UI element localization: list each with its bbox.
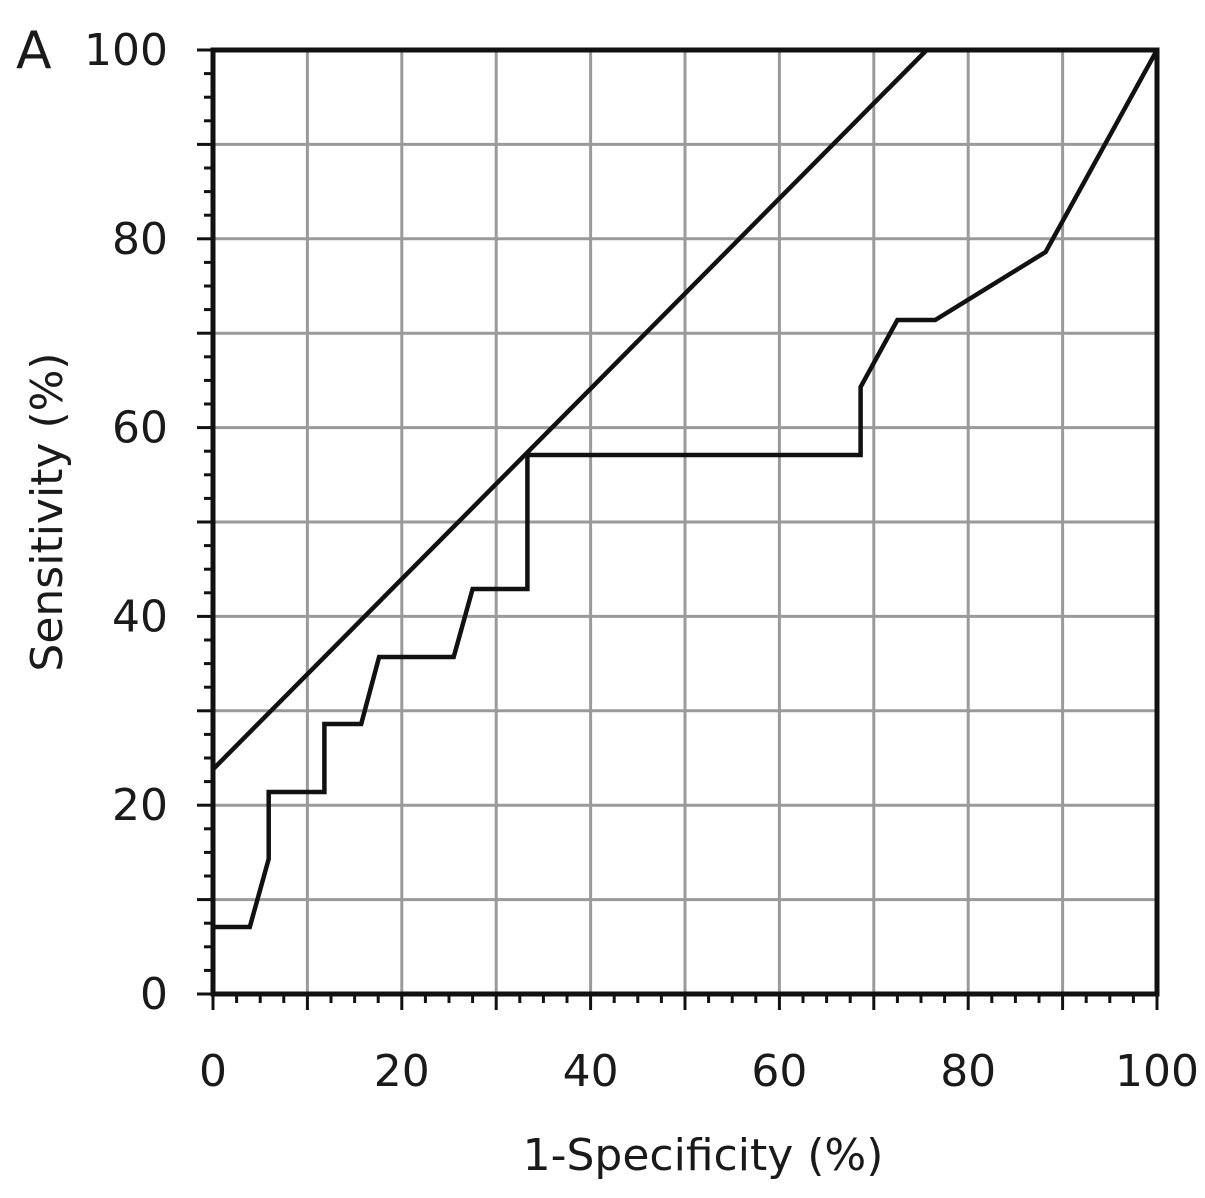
panel-label: A xyxy=(16,21,52,81)
series-group xyxy=(210,48,1159,994)
x-tick-label: 20 xyxy=(374,1046,430,1097)
plot-frame xyxy=(210,47,1160,997)
roc-curve xyxy=(210,48,1159,994)
y-tick-label: 100 xyxy=(84,25,168,76)
grid xyxy=(213,50,1157,994)
y-tick-label: 40 xyxy=(112,591,168,642)
reference-line xyxy=(211,48,929,771)
y-tick-labels: 0 20 40 60 80 100 xyxy=(84,25,168,1020)
x-tick-label: 60 xyxy=(751,1046,807,1097)
axis-ticks xyxy=(197,48,1159,1010)
x-tick-labels: 0 20 40 60 80 100 xyxy=(199,1046,1199,1097)
x-axis-title: 1-Specificity (%) xyxy=(523,1130,884,1181)
y-tick-label: 20 xyxy=(112,780,168,831)
x-tick-label: 0 xyxy=(199,1046,227,1097)
y-tick-label: 0 xyxy=(140,969,168,1020)
y-tick-label: 80 xyxy=(112,214,168,265)
x-tick-label: 40 xyxy=(563,1046,619,1097)
y-axis-title: Sensitivity (%) xyxy=(22,352,73,671)
x-tick-label: 100 xyxy=(1115,1046,1199,1097)
y-tick-label: 60 xyxy=(112,403,168,454)
x-tick-label: 80 xyxy=(940,1046,996,1097)
